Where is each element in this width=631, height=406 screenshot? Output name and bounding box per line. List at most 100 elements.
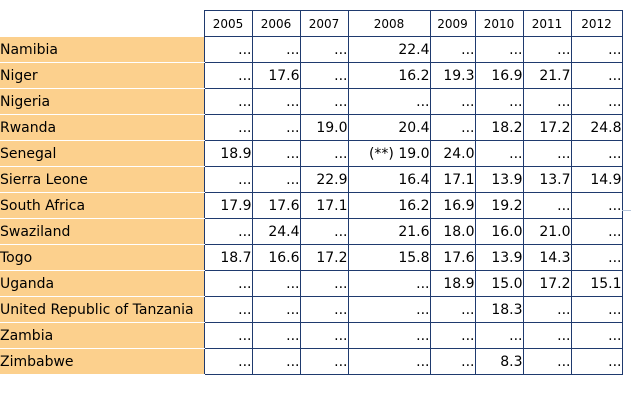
value-cell: ... — [299, 296, 349, 323]
header-row: 2005 2006 2007 2008 2009 2010 2011 2012 — [0, 10, 623, 37]
value-cell: ... — [299, 88, 349, 115]
value-cell: 21.6 — [347, 218, 431, 245]
year-header: 2008 — [347, 10, 431, 37]
value-cell: ... — [203, 62, 253, 89]
country-label: Uganda — [0, 270, 204, 297]
value-cell: 24.0 — [429, 140, 476, 167]
value-cell: 18.9 — [203, 140, 253, 167]
value-cell: 17.9 — [203, 192, 253, 219]
value-cell: ... — [347, 296, 431, 323]
value-cell: ... — [570, 36, 623, 63]
value-cell: ... — [203, 322, 253, 349]
table-row: Niger... 17.6... 16.2 19.3 16.9 21.7... — [0, 62, 623, 89]
value-cell: 19.0 — [299, 114, 349, 141]
value-cell: ... — [570, 192, 623, 219]
value-cell: 24.4 — [251, 218, 301, 245]
table-row: Senegal 18.9...... (**) 19.0 24.0......... — [0, 140, 623, 167]
year-header: 2011 — [522, 10, 572, 37]
value-cell: ... — [299, 348, 349, 375]
value-cell: ... — [429, 348, 476, 375]
value-cell: 16.2 — [347, 62, 431, 89]
value-cell: 15.0 — [474, 270, 524, 297]
value-cell: ... — [570, 88, 623, 115]
value-cell: ... — [299, 36, 349, 63]
country-label: Nigeria — [0, 88, 204, 115]
country-label: Senegal — [0, 140, 204, 167]
value-cell: 17.2 — [522, 114, 572, 141]
value-cell: ... — [474, 322, 524, 349]
country-label: Swaziland — [0, 218, 204, 245]
value-cell: 13.9 — [474, 166, 524, 193]
country-label: Zambia — [0, 322, 204, 349]
value-cell: 16.0 — [474, 218, 524, 245]
value-cell: ... — [299, 62, 349, 89]
value-cell: ... — [570, 296, 623, 323]
value-cell: ... — [429, 322, 476, 349]
value-cell: 13.9 — [474, 244, 524, 271]
value-cell: 14.3 — [522, 244, 572, 271]
country-label: South Africa — [0, 192, 204, 219]
value-cell: 19.3 — [429, 62, 476, 89]
value-cell: ... — [570, 140, 623, 167]
value-cell: 15.8 — [347, 244, 431, 271]
value-cell: ... — [570, 218, 623, 245]
value-cell: ... — [347, 348, 431, 375]
value-cell: 18.0 — [429, 218, 476, 245]
table-row: Zimbabwe............... 8.3...... — [0, 348, 623, 375]
value-cell: ... — [522, 192, 572, 219]
value-cell: ... — [299, 140, 349, 167]
value-cell: 16.9 — [429, 192, 476, 219]
value-cell: 19.2 — [474, 192, 524, 219]
value-cell: ... — [203, 270, 253, 297]
value-cell: 16.2 — [347, 192, 431, 219]
value-cell: ... — [251, 270, 301, 297]
value-cell: ... — [570, 62, 623, 89]
table-row: Uganda............ 18.9 15.0 17.2 15.1 — [0, 270, 623, 297]
value-cell: 21.7 — [522, 62, 572, 89]
country-label: Namibia — [0, 36, 204, 63]
value-cell: ... — [203, 36, 253, 63]
table-row: Rwanda...... 19.0 20.4... 18.2 17.2 24.8 — [0, 114, 623, 141]
value-cell: ... — [522, 36, 572, 63]
year-header: 2006 — [251, 10, 301, 37]
value-cell: 16.9 — [474, 62, 524, 89]
value-cell: 16.4 — [347, 166, 431, 193]
value-cell: ... — [203, 348, 253, 375]
value-cell: ... — [347, 88, 431, 115]
value-cell: ... — [522, 348, 572, 375]
table-row: Sierra Leone...... 22.9 16.4 17.1 13.9 13.7 14… — [0, 166, 623, 193]
value-cell: ... — [299, 218, 349, 245]
value-cell: ... — [429, 114, 476, 141]
value-cell: ... — [522, 140, 572, 167]
table-row: Swaziland... 24.4... 21.6 18.0 16.0 21.0... — [0, 218, 623, 245]
value-cell: 18.9 — [429, 270, 476, 297]
value-cell: 17.1 — [299, 192, 349, 219]
country-label: Zimbabwe — [0, 348, 204, 375]
value-cell: ... — [251, 348, 301, 375]
table-row: Zambia........................ — [0, 322, 623, 349]
value-cell: ... — [570, 244, 623, 271]
value-cell: 15.1 — [570, 270, 623, 297]
country-label: Niger — [0, 62, 204, 89]
value-cell: ... — [474, 140, 524, 167]
country-label: Rwanda — [0, 114, 204, 141]
value-cell: ... — [299, 270, 349, 297]
year-header: 2009 — [429, 10, 476, 37]
value-cell: ... — [251, 296, 301, 323]
value-cell: ... — [522, 88, 572, 115]
data-table: 2005 2006 2007 2008 2009 2010 2011 2012 … — [0, 10, 623, 375]
value-cell: 18.3 — [474, 296, 524, 323]
table-row: Namibia......... 22.4............ — [0, 36, 623, 63]
value-cell: ... — [570, 322, 623, 349]
country-label: United Republic of Tanzania — [0, 296, 204, 323]
value-cell: ... — [251, 114, 301, 141]
value-cell: 8.3 — [474, 348, 524, 375]
value-cell: ... — [203, 218, 253, 245]
value-cell: 20.4 — [347, 114, 431, 141]
value-cell: ... — [429, 36, 476, 63]
value-cell: 22.9 — [299, 166, 349, 193]
value-cell: ... — [203, 88, 253, 115]
value-cell: (**) 19.0 — [347, 140, 431, 167]
table-row: United Republic of Tanzania.............… — [0, 296, 623, 323]
value-cell: ... — [203, 296, 253, 323]
